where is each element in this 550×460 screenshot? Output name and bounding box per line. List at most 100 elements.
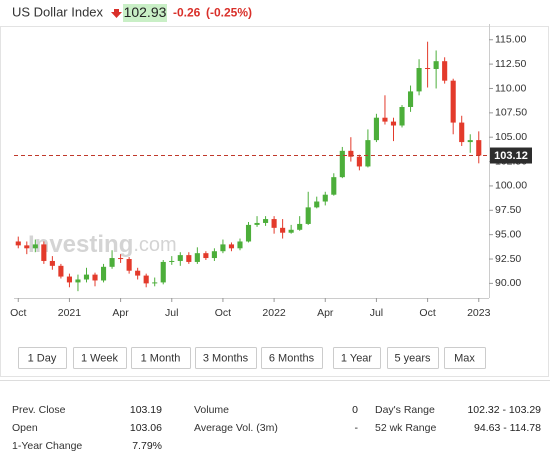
y-tick-label: 97.50 xyxy=(495,204,521,216)
candle-body xyxy=(476,140,482,156)
candle-body xyxy=(356,156,362,167)
range-button-label: 1 Month xyxy=(141,352,181,364)
x-tick-label: Oct xyxy=(215,307,231,319)
price: 102.93 xyxy=(124,4,167,20)
candle-body xyxy=(365,140,371,167)
plot: Investing.com 90.00 92.50 95.00 97.50 100.00 1… xyxy=(10,24,532,319)
y-tick-label: 105.00 xyxy=(495,131,527,143)
range-button[interactable] xyxy=(387,347,439,369)
candle-body xyxy=(100,266,107,281)
candle-body xyxy=(416,68,422,92)
candle-body xyxy=(194,253,200,262)
x-tick-label: Oct xyxy=(419,307,435,319)
candle-body xyxy=(254,222,260,225)
y-tick-label: 115.00 xyxy=(495,34,526,46)
candle-body xyxy=(211,251,217,259)
candle-body xyxy=(305,207,311,224)
candle-body xyxy=(177,255,183,261)
candle-body xyxy=(263,219,269,223)
x-tick-label: 2022 xyxy=(262,307,286,319)
range-button-label: 1 Year xyxy=(341,352,373,364)
candle-body xyxy=(143,275,149,284)
range-button[interactable] xyxy=(131,347,191,369)
range-button-label: 1 Week xyxy=(81,352,119,364)
candle-body xyxy=(297,223,303,230)
candle-body xyxy=(75,279,81,283)
candle-body xyxy=(433,61,439,69)
candle-body xyxy=(66,276,72,283)
y-tick-label: 110.00 xyxy=(495,82,526,94)
stats-table: Prev. Close 103.19 Volume 0 Day's Range 102.3… xyxy=(12,404,541,452)
candle-body xyxy=(58,265,64,277)
stat-value: 102.32 - 103.29 xyxy=(467,404,541,416)
range-button[interactable] xyxy=(444,347,486,369)
candle-body xyxy=(407,91,414,107)
candle-body xyxy=(450,80,456,123)
candle-body xyxy=(49,260,55,266)
x-tick-label: Apr xyxy=(317,307,334,319)
candle-body xyxy=(83,274,90,280)
watermark-suffix: .com xyxy=(133,234,176,256)
candle-body xyxy=(220,244,226,252)
range-button[interactable] xyxy=(261,347,323,369)
candle-body xyxy=(390,121,397,126)
stat-label: Open xyxy=(12,422,38,434)
candle-body xyxy=(280,227,286,233)
range-button[interactable] xyxy=(73,347,127,369)
range-button-label: Max xyxy=(454,352,475,364)
stat-label: 52 wk Range xyxy=(375,422,436,434)
range-button-label: 3 Months xyxy=(203,352,249,364)
candle-body xyxy=(160,261,166,283)
price-line-box xyxy=(490,147,532,164)
x-tick-label: Oct xyxy=(10,307,26,319)
stat-value: - xyxy=(355,422,359,434)
candle-body xyxy=(41,244,47,261)
range-button-label: 6 Months xyxy=(269,352,315,364)
stat-label: 1-Year Change xyxy=(12,440,82,452)
change: -0.26 xyxy=(173,6,201,20)
y-tick-label: 90.00 xyxy=(495,277,521,289)
candle-body xyxy=(109,258,115,267)
candle-body xyxy=(152,282,158,284)
instrument-title: US Dollar Index xyxy=(12,4,104,19)
y-tick-label: 95.00 xyxy=(495,228,521,240)
chart-frame xyxy=(0,26,549,377)
down-arrow xyxy=(111,9,122,18)
stat-value: 94.63 - 114.78 xyxy=(474,422,541,434)
stat-value: 7.79% xyxy=(132,440,162,452)
stat-label: Day's Range xyxy=(375,404,435,416)
y-tick-label: 100.00 xyxy=(495,180,527,192)
candle-body xyxy=(135,270,141,276)
candle-body xyxy=(186,255,192,262)
candle-body xyxy=(339,150,345,178)
candle-body xyxy=(237,241,243,249)
candle-body xyxy=(314,201,320,208)
candle-body xyxy=(373,117,379,141)
range-button-label: 1 Day xyxy=(28,352,57,364)
candle-body xyxy=(118,258,124,260)
y-tick-label: 107.50 xyxy=(495,107,527,119)
price-line-label: 103.12 xyxy=(494,150,528,162)
stat-label: Volume xyxy=(194,404,229,416)
stat-label: Average Vol. (3m) xyxy=(194,422,278,434)
stat-value: 103.19 xyxy=(130,404,162,416)
candle-body xyxy=(382,117,388,122)
candle-body xyxy=(442,61,448,81)
change-percent: (-0.25%) xyxy=(206,6,252,20)
stat-value: 103.06 xyxy=(130,422,162,434)
y-tick-label: 112.50 xyxy=(495,58,526,70)
x-tick-label: Apr xyxy=(112,307,129,319)
candle-body xyxy=(169,260,175,262)
candle-body xyxy=(467,140,473,143)
range-button[interactable] xyxy=(18,347,67,369)
candle-body xyxy=(228,244,235,249)
candle-body xyxy=(24,245,30,249)
x-tick-label: Jul xyxy=(165,307,178,319)
x-tick-label: 2023 xyxy=(467,307,491,319)
candle-body xyxy=(459,122,465,143)
range-button[interactable] xyxy=(333,347,381,369)
candle-body xyxy=(271,219,277,228)
price-badge xyxy=(123,4,167,22)
range-button[interactable] xyxy=(195,347,257,369)
